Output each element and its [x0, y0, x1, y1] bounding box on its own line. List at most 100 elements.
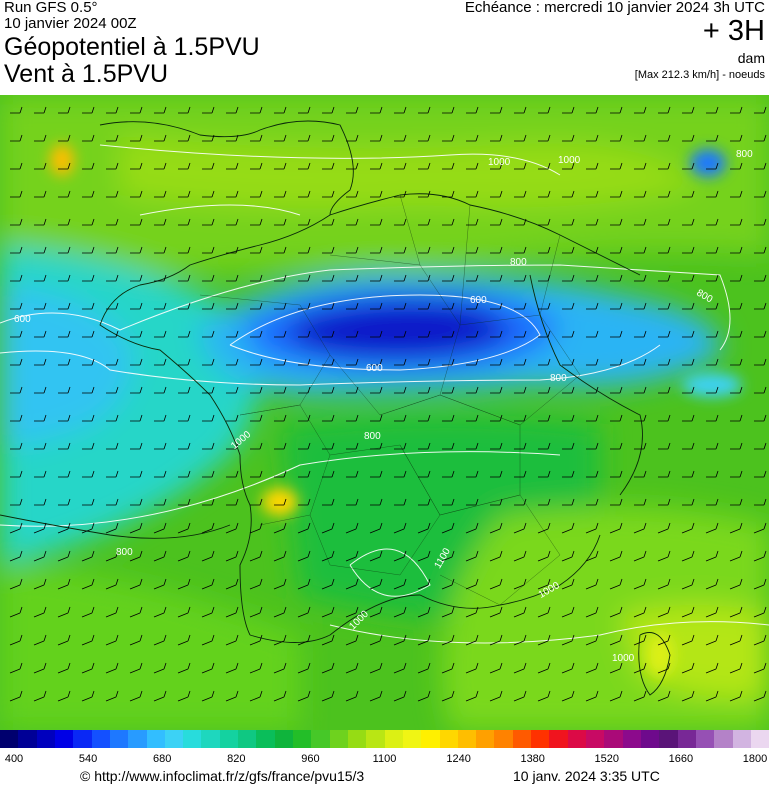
contour-label: 1000: [488, 157, 511, 168]
wind-barb: [682, 302, 695, 310]
wind-barb: [178, 358, 191, 366]
run-date: 10 janvier 2024 00Z: [4, 15, 137, 32]
wind-barb: [273, 522, 287, 534]
wind-barb: [586, 162, 599, 170]
wind-barb: [586, 190, 599, 198]
wind-barb: [465, 662, 479, 674]
wind-barb: [754, 218, 767, 226]
wind-barb: [633, 578, 647, 590]
wind-barb: [729, 606, 743, 618]
wind-barb: [682, 358, 695, 366]
color-scale-swatch: [531, 730, 550, 748]
wind-barb: [633, 690, 647, 702]
wind-barb: [250, 274, 263, 282]
map-svg: [0, 95, 769, 730]
wind-barb: [609, 550, 623, 562]
wind-barb: [201, 522, 215, 534]
wind-barb: [514, 274, 527, 282]
wind-barb: [153, 662, 167, 674]
wind-barb: [58, 330, 71, 338]
wind-barb: [177, 690, 191, 702]
wind-barb: [442, 246, 455, 254]
wind-barb: [489, 690, 503, 702]
wind-barb: [225, 522, 239, 534]
wind-barb: [274, 246, 287, 254]
wind-barb: [57, 522, 71, 534]
wind-barb: [130, 414, 143, 422]
wind-barb: [58, 274, 71, 282]
wind-barb: [321, 662, 335, 674]
wind-barb: [273, 662, 287, 674]
wind-barb: [346, 330, 359, 338]
wind-barb: [250, 162, 263, 170]
wind-barb: [82, 218, 95, 226]
wind-barb: [274, 190, 287, 198]
wind-barb: [633, 522, 647, 534]
color-scale-swatch: [219, 730, 239, 748]
wind-barb: [754, 302, 767, 310]
wind-barb: [10, 414, 23, 422]
wind-barb: [729, 690, 743, 702]
wind-barb: [610, 302, 623, 310]
wind-barb: [586, 442, 599, 450]
wind-barb: [370, 246, 383, 254]
wind-barb: [298, 302, 311, 310]
wind-barb: [418, 274, 431, 282]
wind-barb: [82, 498, 95, 506]
wind-barb: [753, 690, 767, 702]
color-scale-swatch: [347, 730, 367, 748]
wind-barb: [610, 330, 623, 338]
wind-barb: [706, 498, 719, 506]
wind-barb: [297, 634, 311, 646]
wind-barb: [106, 386, 119, 394]
wind-barb: [561, 662, 575, 674]
wind-barb: [705, 662, 719, 674]
color-scale-tick-label: 960: [301, 753, 320, 765]
wind-barb: [681, 634, 695, 646]
wind-barb: [634, 498, 647, 506]
wind-barb: [490, 274, 503, 282]
wind-barb: [465, 578, 479, 590]
wind-barb: [418, 386, 431, 394]
wind-barb: [394, 442, 407, 450]
wind-barb: [202, 330, 215, 338]
wind-barb: [154, 442, 167, 450]
wind-barb: [57, 690, 71, 702]
color-scale-swatch: [274, 730, 293, 748]
coastlines: [0, 120, 671, 696]
wind-barb: [682, 470, 695, 478]
wind-barb: [225, 578, 239, 590]
wind-barb: [514, 330, 527, 338]
wind-barb: [658, 330, 671, 338]
wind-barb: [130, 162, 143, 170]
wind-barb: [609, 662, 623, 674]
wind-barb: [681, 550, 695, 562]
wind-barb: [82, 358, 95, 366]
wind-barb: [585, 550, 599, 562]
wind-barb: [394, 106, 407, 114]
color-scale-tick-label: 1240: [446, 753, 471, 765]
wind-barb: [657, 634, 671, 646]
wind-barb: [298, 442, 311, 450]
wind-barb: [202, 134, 215, 142]
color-scale-swatch: [0, 730, 19, 748]
wind-barb: [561, 578, 575, 590]
wind-barb: [586, 386, 599, 394]
wind-barb: [753, 606, 767, 618]
contour-label: 800: [510, 257, 527, 268]
wind-barb: [346, 162, 359, 170]
wind-barb: [250, 190, 263, 198]
wind-barb: [129, 578, 143, 590]
wind-barb: [466, 134, 479, 142]
wind-barb: [442, 106, 455, 114]
wind-barb: [658, 218, 671, 226]
source-url[interactable]: © http://www.infoclimat.fr/z/gfs/france/…: [80, 768, 365, 784]
color-scale-tick-label: 540: [78, 753, 98, 765]
color-scale-swatch: [54, 730, 74, 748]
wind-barb: [586, 358, 599, 366]
wind-barb: [634, 246, 647, 254]
wind-barb: [705, 550, 719, 562]
wind-barb: [346, 358, 359, 366]
wind-barb: [9, 662, 23, 674]
wind-barb: [226, 134, 239, 142]
